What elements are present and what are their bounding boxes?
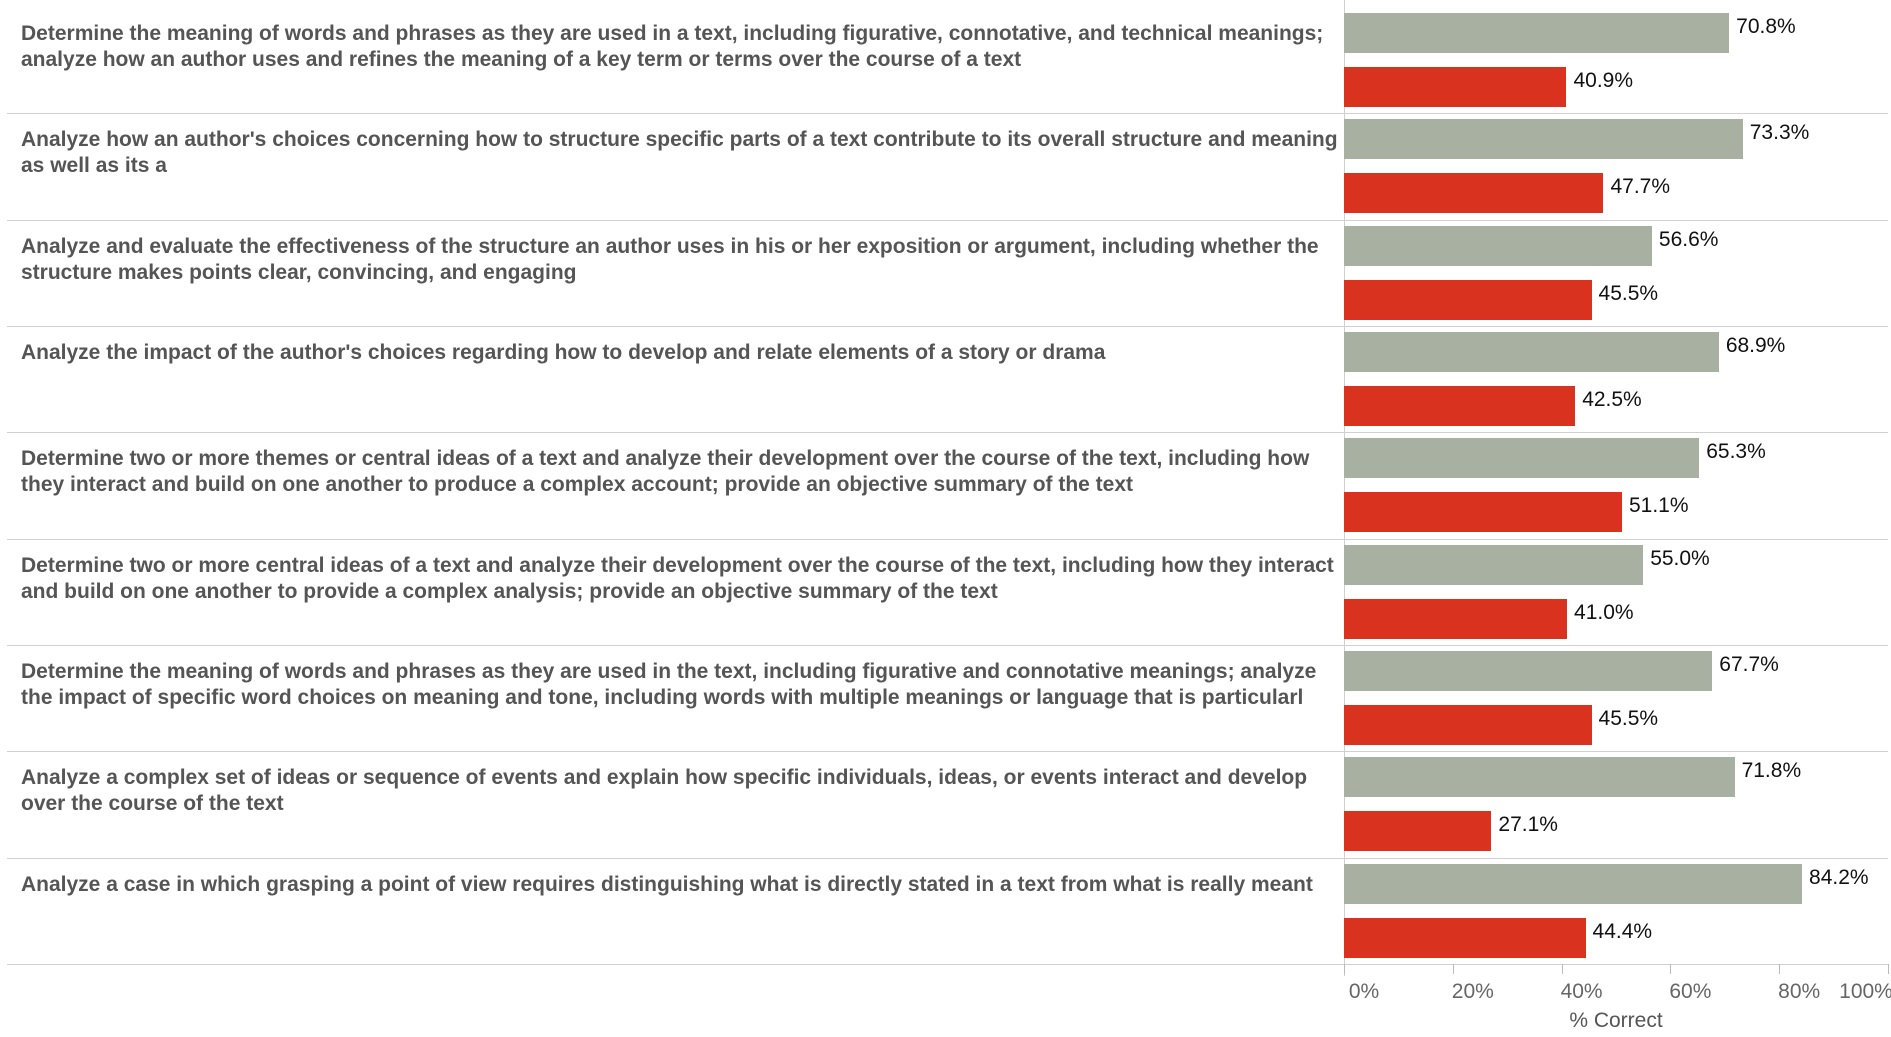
row-separator: [7, 964, 1888, 965]
row-separator: [7, 326, 1888, 327]
category-label: Determine the meaning of words and phras…: [21, 22, 1324, 71]
tick-mark: [1779, 964, 1781, 974]
bar: [1344, 386, 1576, 426]
value-label: 47.7%: [1610, 175, 1671, 199]
bar: [1344, 67, 1567, 107]
bar: [1344, 917, 1586, 958]
value-label: 45.5%: [1598, 281, 1659, 305]
row-separator: [7, 113, 1888, 115]
row-separator: [7, 219, 1888, 221]
value-label: 51.1%: [1628, 494, 1689, 518]
bar: [1344, 332, 1719, 372]
bar: [1344, 225, 1652, 266]
value-label: 40.9%: [1573, 69, 1634, 92]
bar: [1344, 544, 1644, 585]
tick-mark: [1888, 964, 1889, 974]
row-separator: [7, 645, 1888, 646]
bar: [1344, 279, 1592, 320]
x-tick-label: 20%: [1451, 980, 1494, 1003]
bar: [1344, 811, 1492, 852]
tick-mark: [1670, 964, 1672, 974]
x-tick-label: 100%: [1839, 980, 1891, 1003]
value-label: 84.2%: [1809, 865, 1869, 889]
row-separator: [7, 751, 1888, 753]
value-label: 44.4%: [1592, 919, 1653, 943]
bar: [1344, 705, 1592, 745]
value-label: 45.5%: [1598, 707, 1659, 730]
value-label: 41.0%: [1574, 600, 1634, 624]
x-tick-label: 80%: [1778, 980, 1821, 1003]
row-separator: [7, 432, 1888, 434]
category-label: Analyze how an author's choices concerni…: [21, 128, 1338, 178]
value-label: 68.9%: [1725, 334, 1786, 357]
value-label: 27.1%: [1498, 813, 1558, 837]
x-tick-label: 40%: [1560, 980, 1603, 1003]
bar: [1344, 119, 1743, 160]
bar: [1344, 598, 1568, 639]
value-label: 56.6%: [1658, 227, 1719, 251]
bar: [1344, 651, 1713, 691]
value-label: 55.0%: [1650, 546, 1710, 570]
bar: [1344, 13, 1730, 53]
tick-mark: [1561, 964, 1563, 974]
category-label: Determine two or more central ideas of a…: [21, 553, 1334, 603]
x-axis-title: % Correct: [1569, 1009, 1663, 1032]
category-label: Determine the meaning of words and phras…: [21, 660, 1317, 709]
value-label: 42.5%: [1582, 388, 1642, 411]
x-tick-label: 0%: [1348, 980, 1380, 1003]
value-label: 67.7%: [1719, 653, 1779, 676]
bar: [1344, 863, 1803, 904]
bar: [1344, 438, 1700, 479]
value-label: 65.3%: [1706, 440, 1766, 464]
category-label: Analyze a case in which grasping a point…: [21, 872, 1313, 896]
bar: [1344, 757, 1735, 798]
value-label: 73.3%: [1749, 121, 1810, 145]
category-label: Analyze the impact of the author's choic…: [21, 341, 1106, 364]
axis-line: [1344, 0, 1345, 976]
row-separator: [7, 857, 1888, 859]
category-label: Analyze a complex set of ideas or sequen…: [21, 766, 1308, 816]
tick-mark: [1344, 964, 1345, 974]
value-label: 70.8%: [1736, 15, 1796, 38]
bar: [1344, 173, 1604, 214]
x-tick-label: 60%: [1669, 980, 1712, 1003]
value-label: 71.8%: [1741, 759, 1802, 783]
row-separator: [7, 538, 1888, 540]
bar: [1344, 492, 1622, 533]
category-label: Analyze and evaluate the effectiveness o…: [21, 234, 1319, 284]
tick-mark: [1452, 964, 1454, 974]
category-label: Determine two or more themes or central …: [21, 447, 1310, 497]
